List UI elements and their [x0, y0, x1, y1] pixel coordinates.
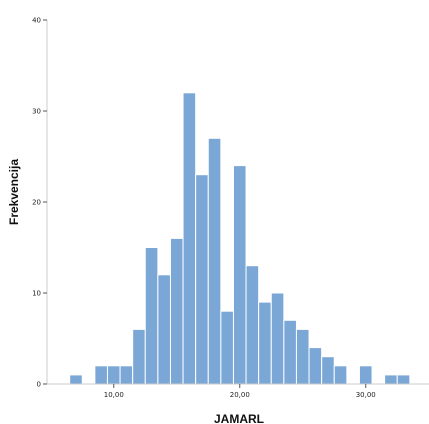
y-tick-label: 30 — [32, 108, 41, 116]
histogram-bar — [207, 137, 222, 385]
histogram-bar — [308, 347, 323, 385]
x-ticks-group: 10,00 20,00 30,00 — [104, 384, 376, 399]
histogram-bar — [119, 365, 134, 385]
histogram-bar — [258, 301, 272, 385]
x-axis-title: JAMARL — [214, 412, 264, 424]
histogram-bar — [245, 265, 260, 385]
y-axis-title: Frekvencija — [7, 159, 21, 225]
y-tick-label: 20 — [32, 199, 41, 207]
histogram-bar — [220, 310, 234, 385]
histogram-bar — [295, 328, 310, 385]
histogram-bar — [321, 356, 335, 385]
histogram-bar — [182, 92, 197, 385]
histogram-bar — [106, 365, 121, 385]
histogram-bar — [144, 247, 159, 385]
x-tick-label: 30,00 — [356, 391, 376, 399]
y-ticks-group: 0 10 20 30 40 — [32, 17, 47, 389]
histogram-bar — [384, 374, 398, 385]
histogram-bar — [69, 374, 83, 385]
histogram-bar — [396, 374, 411, 385]
histogram-bar — [195, 174, 209, 385]
y-tick-label: 40 — [32, 17, 41, 25]
histogram-bar — [232, 165, 247, 385]
histogram-bar — [358, 365, 373, 385]
histogram-bar — [132, 328, 146, 385]
histogram-bar — [270, 292, 285, 385]
y-tick-label: 0 — [37, 381, 41, 389]
histogram-bar — [157, 274, 171, 385]
x-tick-label: 10,00 — [104, 391, 124, 399]
y-tick-label: 10 — [32, 290, 41, 298]
histogram-bar — [169, 237, 184, 385]
histogram-bar — [333, 365, 348, 385]
histogram-bar — [283, 319, 297, 385]
x-tick-label: 20,00 — [230, 391, 250, 399]
bars-group — [69, 92, 411, 385]
histogram-bar — [94, 365, 108, 385]
